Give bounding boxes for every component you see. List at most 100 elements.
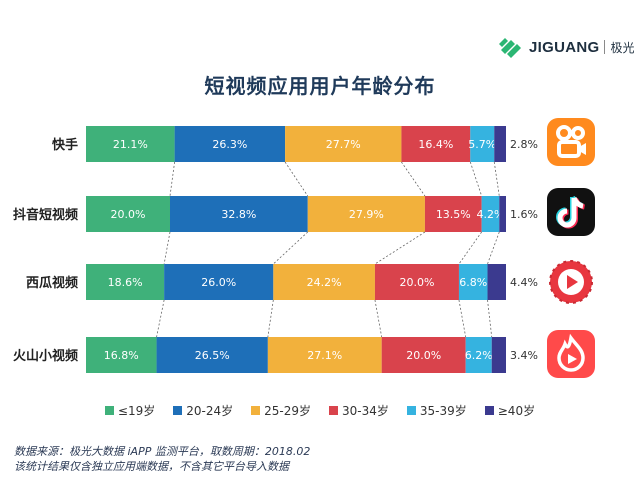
legend-item: 30-34岁 <box>329 402 389 419</box>
legend-swatch <box>251 406 261 415</box>
connector-line <box>493 161 500 197</box>
legend-item: 35-39岁 <box>406 402 467 419</box>
bar-segment <box>174 126 286 162</box>
bar-segment <box>86 337 157 373</box>
data-label: 5.7% <box>468 138 496 151</box>
bar-segment <box>86 196 170 232</box>
legend-item: 20-24岁 <box>173 402 233 419</box>
data-label: 27.1% <box>307 349 342 362</box>
legend-item: ≥40岁 <box>484 402 536 419</box>
bar-segment <box>465 337 492 373</box>
legend-label: ≥40岁 <box>497 404 536 418</box>
brand-name-cn: 极光 <box>610 40 635 55</box>
footnote-note: 该统计结果仅含独立应用端数据，不含其它平台导入数据 <box>14 460 289 473</box>
brand-name: JIGUANG <box>529 38 600 56</box>
connector-line <box>273 231 309 265</box>
legend-label: 25-29岁 <box>264 404 311 418</box>
legend-label: 30-34岁 <box>342 404 389 418</box>
bar-segment <box>424 196 482 232</box>
bar-segment <box>164 264 274 300</box>
data-label: 32.8% <box>221 208 256 221</box>
chart-title: 短视频应用用户年龄分布 <box>204 74 436 98</box>
category-label: 快手 <box>52 137 78 153</box>
legend-label: ≤19岁 <box>117 404 156 418</box>
data-label: 1.6% <box>510 208 538 221</box>
legend-label: 35-39岁 <box>419 404 467 418</box>
chart-legend: ≤19岁 20-24岁 25-29岁 30-34岁 35-39岁 ≥40岁 <box>0 402 640 419</box>
connector-line <box>487 299 493 338</box>
bar-segment <box>470 126 495 162</box>
connector-line <box>458 231 482 265</box>
bar-segment <box>481 196 500 232</box>
legend-item: ≤19岁 <box>104 402 156 419</box>
data-label: 16.4% <box>418 138 453 151</box>
kuaishou-icon <box>547 118 595 166</box>
brand-logo: JIGUANG 极光 <box>497 33 634 61</box>
connector-line <box>469 161 483 197</box>
data-label: 20.0% <box>111 208 146 221</box>
jiguang-logo-icon <box>499 38 521 58</box>
data-label: 24.2% <box>307 276 342 289</box>
data-label: 26.5% <box>195 349 230 362</box>
connector-line <box>374 299 383 338</box>
connector-line <box>163 231 171 265</box>
data-label: 27.9% <box>349 208 384 221</box>
connector-line <box>401 161 426 197</box>
category-label: 火山小视频 <box>13 348 78 364</box>
data-label: 3.4% <box>510 349 538 362</box>
bar-segment <box>374 264 459 300</box>
connector-line <box>374 231 426 265</box>
huoshan-icon <box>547 330 595 378</box>
data-label: 16.8% <box>104 349 139 362</box>
bar-segment <box>267 337 382 373</box>
data-label: 2.8% <box>510 138 538 151</box>
footnote: 数据来源：极光大数据 iAPP 监测平台，取数周期：2018.02 该统计结果仅… <box>14 444 310 474</box>
bar-segment <box>86 126 175 162</box>
brand-divider <box>604 40 606 54</box>
legend-swatch <box>173 406 183 415</box>
bar-segment <box>156 337 268 373</box>
legend-swatch <box>406 406 416 415</box>
data-label: 20.0% <box>406 349 441 362</box>
data-label: 6.2% <box>465 349 493 362</box>
data-label: 13.5% <box>436 208 471 221</box>
legend-label: 20-24岁 <box>186 404 234 418</box>
connector-line <box>267 299 274 338</box>
stacked-bar-chart: 快手 21.1% 26.3% 27.7% 16.4% 5.7% 2.8% 抖音短视频 20.0%… <box>13 126 538 373</box>
data-label: 21.1% <box>113 138 148 151</box>
legend-swatch <box>104 406 114 415</box>
connector-line <box>487 231 500 265</box>
category-label: 抖音短视频 <box>13 207 78 223</box>
bar-segment <box>487 264 506 300</box>
category-label: 西瓜视频 <box>26 275 78 291</box>
connector-line <box>156 299 165 338</box>
bar-segment <box>458 264 488 300</box>
bar-segment <box>401 126 471 162</box>
connector-line <box>458 299 467 338</box>
footnote-source: 数据来源：极光大数据 iAPP 监测平台，取数周期：2018.02 <box>14 445 311 458</box>
douyin-icon <box>547 188 595 236</box>
data-label: 27.7% <box>326 138 361 151</box>
bar-segment <box>285 126 402 162</box>
data-label: 6.8% <box>459 276 487 289</box>
bar-segment <box>491 337 506 373</box>
bar-segment <box>86 264 165 300</box>
xigua-icon <box>547 258 595 306</box>
bar-segment <box>381 337 466 373</box>
data-label: 20.0% <box>399 276 434 289</box>
bar-segment <box>170 196 308 232</box>
legend-item: 25-29岁 <box>251 402 311 419</box>
data-label: 4.2% <box>476 208 504 221</box>
bar-segment <box>273 264 375 300</box>
bar-segment <box>307 196 425 232</box>
connector-line <box>169 161 176 197</box>
data-label: 4.4% <box>510 276 538 289</box>
data-label: 18.6% <box>108 276 143 289</box>
bar-segment <box>494 126 506 162</box>
legend-swatch <box>484 406 494 415</box>
data-label: 26.0% <box>201 276 236 289</box>
bar-segment <box>499 196 506 232</box>
legend-swatch <box>329 406 338 415</box>
data-label: 26.3% <box>212 138 247 151</box>
connector-line <box>284 161 309 197</box>
